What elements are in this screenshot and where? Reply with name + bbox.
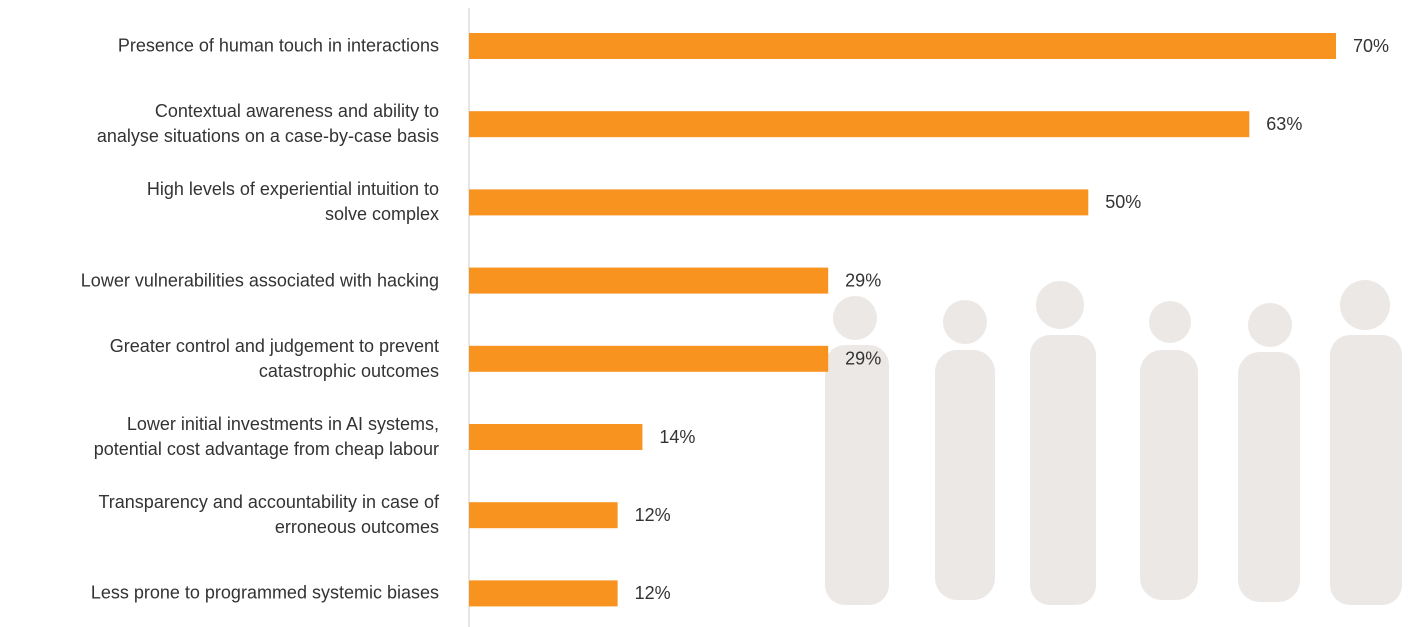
value-label: 63% — [1266, 114, 1302, 134]
category-label: Transparency and accountability in case … — [98, 492, 439, 538]
value-label: 50% — [1105, 192, 1141, 212]
bar — [469, 502, 618, 529]
category-label: Less prone to programmed systemic biases — [90, 582, 439, 603]
category-label: High levels of experiential intuition to… — [146, 179, 439, 225]
bar — [469, 345, 829, 372]
bar — [469, 424, 643, 450]
value-label: 14% — [659, 427, 695, 447]
category-label: Contextual awareness and ability to anal… — [96, 101, 439, 147]
value-label: 12% — [635, 505, 671, 525]
bar — [469, 33, 1336, 59]
category-label: Greater control and judgement to prevent… — [109, 335, 439, 381]
bar — [469, 111, 1250, 138]
category-label: Presence of human touch in interactions — [117, 35, 439, 56]
bar — [469, 580, 618, 607]
value-label: 29% — [845, 270, 881, 290]
value-label: 12% — [635, 583, 671, 603]
bar — [469, 267, 829, 294]
value-label: 29% — [845, 349, 881, 369]
value-label: 70% — [1353, 36, 1389, 56]
category-label: Lower vulnerabilities associated with ha… — [80, 270, 439, 291]
category-label: Lower initial investments in AI systems,… — [93, 414, 439, 459]
people-silhouettes — [825, 280, 1402, 605]
bar — [469, 189, 1089, 216]
